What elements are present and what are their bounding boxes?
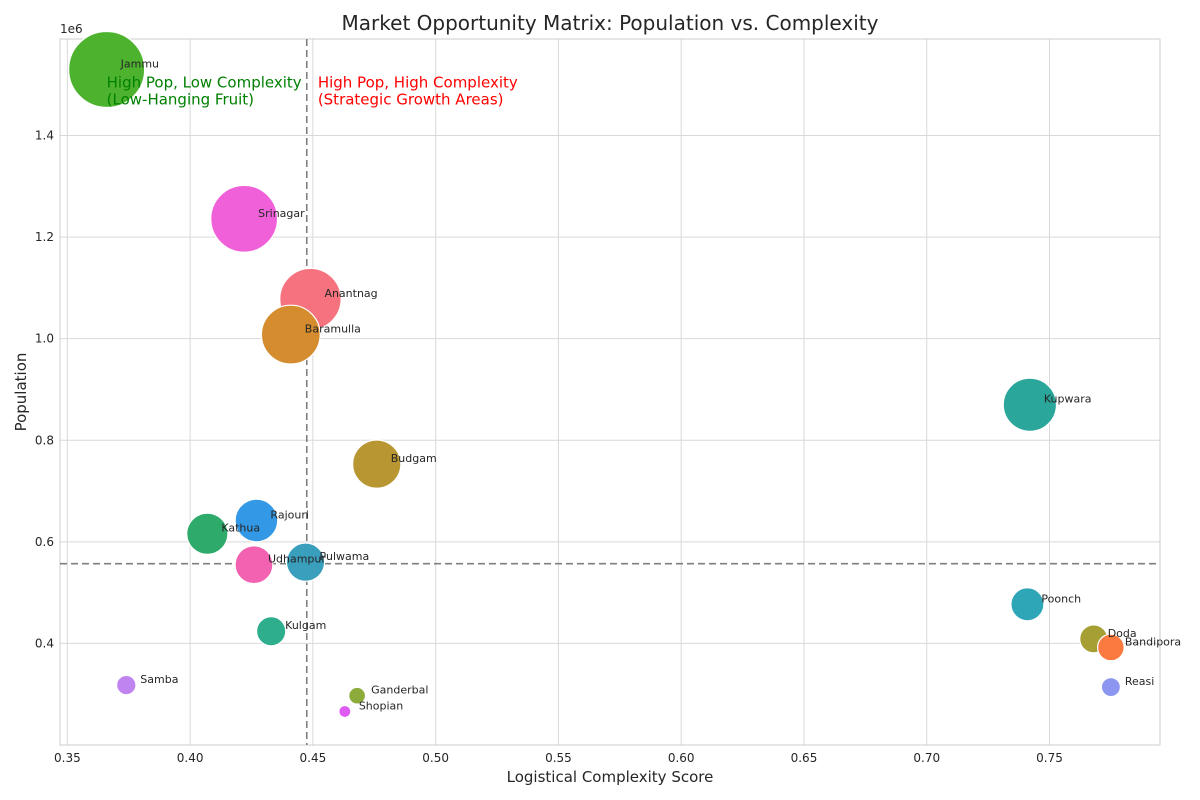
y-axis-multiplier: 1e6 [60, 22, 83, 36]
point-label-doda: Doda [1108, 627, 1137, 640]
point-label-srinagar: Srinagar [258, 207, 305, 220]
point-label-kupwara: Kupwara [1044, 393, 1092, 406]
chart-title: Market Opportunity Matrix: Population vs… [342, 11, 879, 35]
tick-labels: 0.35 0.40 0.45 0.50 0.55 0.60 0.65 0.70 0.75 0.4 0… [35, 129, 1063, 765]
bubble-pulwama [285, 542, 326, 582]
point-label-anantnag: Anantnag [324, 287, 377, 300]
point-label-budgam: Budgam [391, 452, 437, 465]
data-points [68, 30, 1125, 719]
x-tick-label: 0.55 [545, 751, 572, 765]
bubble-udhampur [234, 545, 274, 585]
x-tick-label: 0.60 [668, 751, 695, 765]
x-tick-label: 0.75 [1036, 751, 1063, 765]
plot-area-frame [59, 38, 1161, 746]
bubble-kulgam [255, 616, 287, 647]
point-label-shopian: Shopian [359, 699, 403, 712]
grid [60, 39, 1160, 745]
y-tick-label: 0.4 [35, 636, 54, 650]
quadrant-annotation: High Pop, High Complexity (Strategic Grow… [318, 74, 518, 109]
bubble-budgam [352, 439, 402, 489]
point-label-baramulla: Baramulla [305, 323, 361, 336]
y-tick-label: 1.0 [35, 332, 54, 346]
bubble-reasi [1100, 676, 1121, 698]
bubble-shopian [338, 704, 352, 719]
bubble-kupwara [1002, 377, 1058, 432]
bubble-ganderbal [348, 686, 367, 705]
quadrant-annotations: High Pop, Low Complexity (Low-Hanging Fru… [107, 74, 518, 109]
point-label-jammu: Jammu [120, 57, 159, 70]
point-label-pulwama: Pulwama [320, 550, 370, 563]
point-label-udhampur: Udhampur [268, 553, 326, 566]
point-label-ganderbal: Ganderbal [371, 684, 428, 697]
x-tick-label: 0.40 [177, 751, 204, 765]
y-tick-label: 0.6 [35, 535, 54, 549]
bubble-samba [115, 674, 137, 696]
point-label-poonch: Poonch [1041, 592, 1081, 605]
point-labels: Jammu Srinagar Anantnag Baramulla Kupwara Bud… [120, 57, 1182, 712]
point-label-reasi: Reasi [1125, 675, 1154, 688]
x-tick-label: 0.35 [54, 751, 81, 765]
point-label-samba: Samba [140, 673, 178, 686]
quadrant-annotation: High Pop, Low Complexity (Low-Hanging Fru… [107, 74, 302, 109]
bubble-jammu [68, 30, 146, 109]
y-tick-label: 0.8 [35, 433, 54, 447]
bubble-bandipora [1096, 633, 1125, 662]
y-tick-label: 1.4 [35, 129, 54, 143]
x-tick-label: 0.65 [791, 751, 818, 765]
bubble-kathua [186, 512, 229, 555]
reference-lines [60, 39, 1160, 745]
point-label-bandipora: Bandipora [1125, 635, 1181, 648]
bubble-srinagar [210, 184, 279, 253]
x-tick-label: 0.50 [422, 751, 449, 765]
bubble-baramulla [260, 304, 321, 365]
x-tick-label: 0.45 [300, 751, 327, 765]
bubble-poonch [1010, 587, 1045, 622]
x-axis-label: Logistical Complexity Score [507, 768, 714, 786]
y-axis-label: Population [12, 353, 30, 432]
point-label-kulgam: Kulgam [285, 619, 326, 632]
point-label-rajouri: Rajouri [270, 509, 308, 522]
y-tick-label: 1.2 [35, 230, 54, 244]
bubble-rajouri [234, 498, 279, 543]
point-label-kathua: Kathua [221, 522, 260, 535]
x-tick-label: 0.70 [913, 751, 940, 765]
